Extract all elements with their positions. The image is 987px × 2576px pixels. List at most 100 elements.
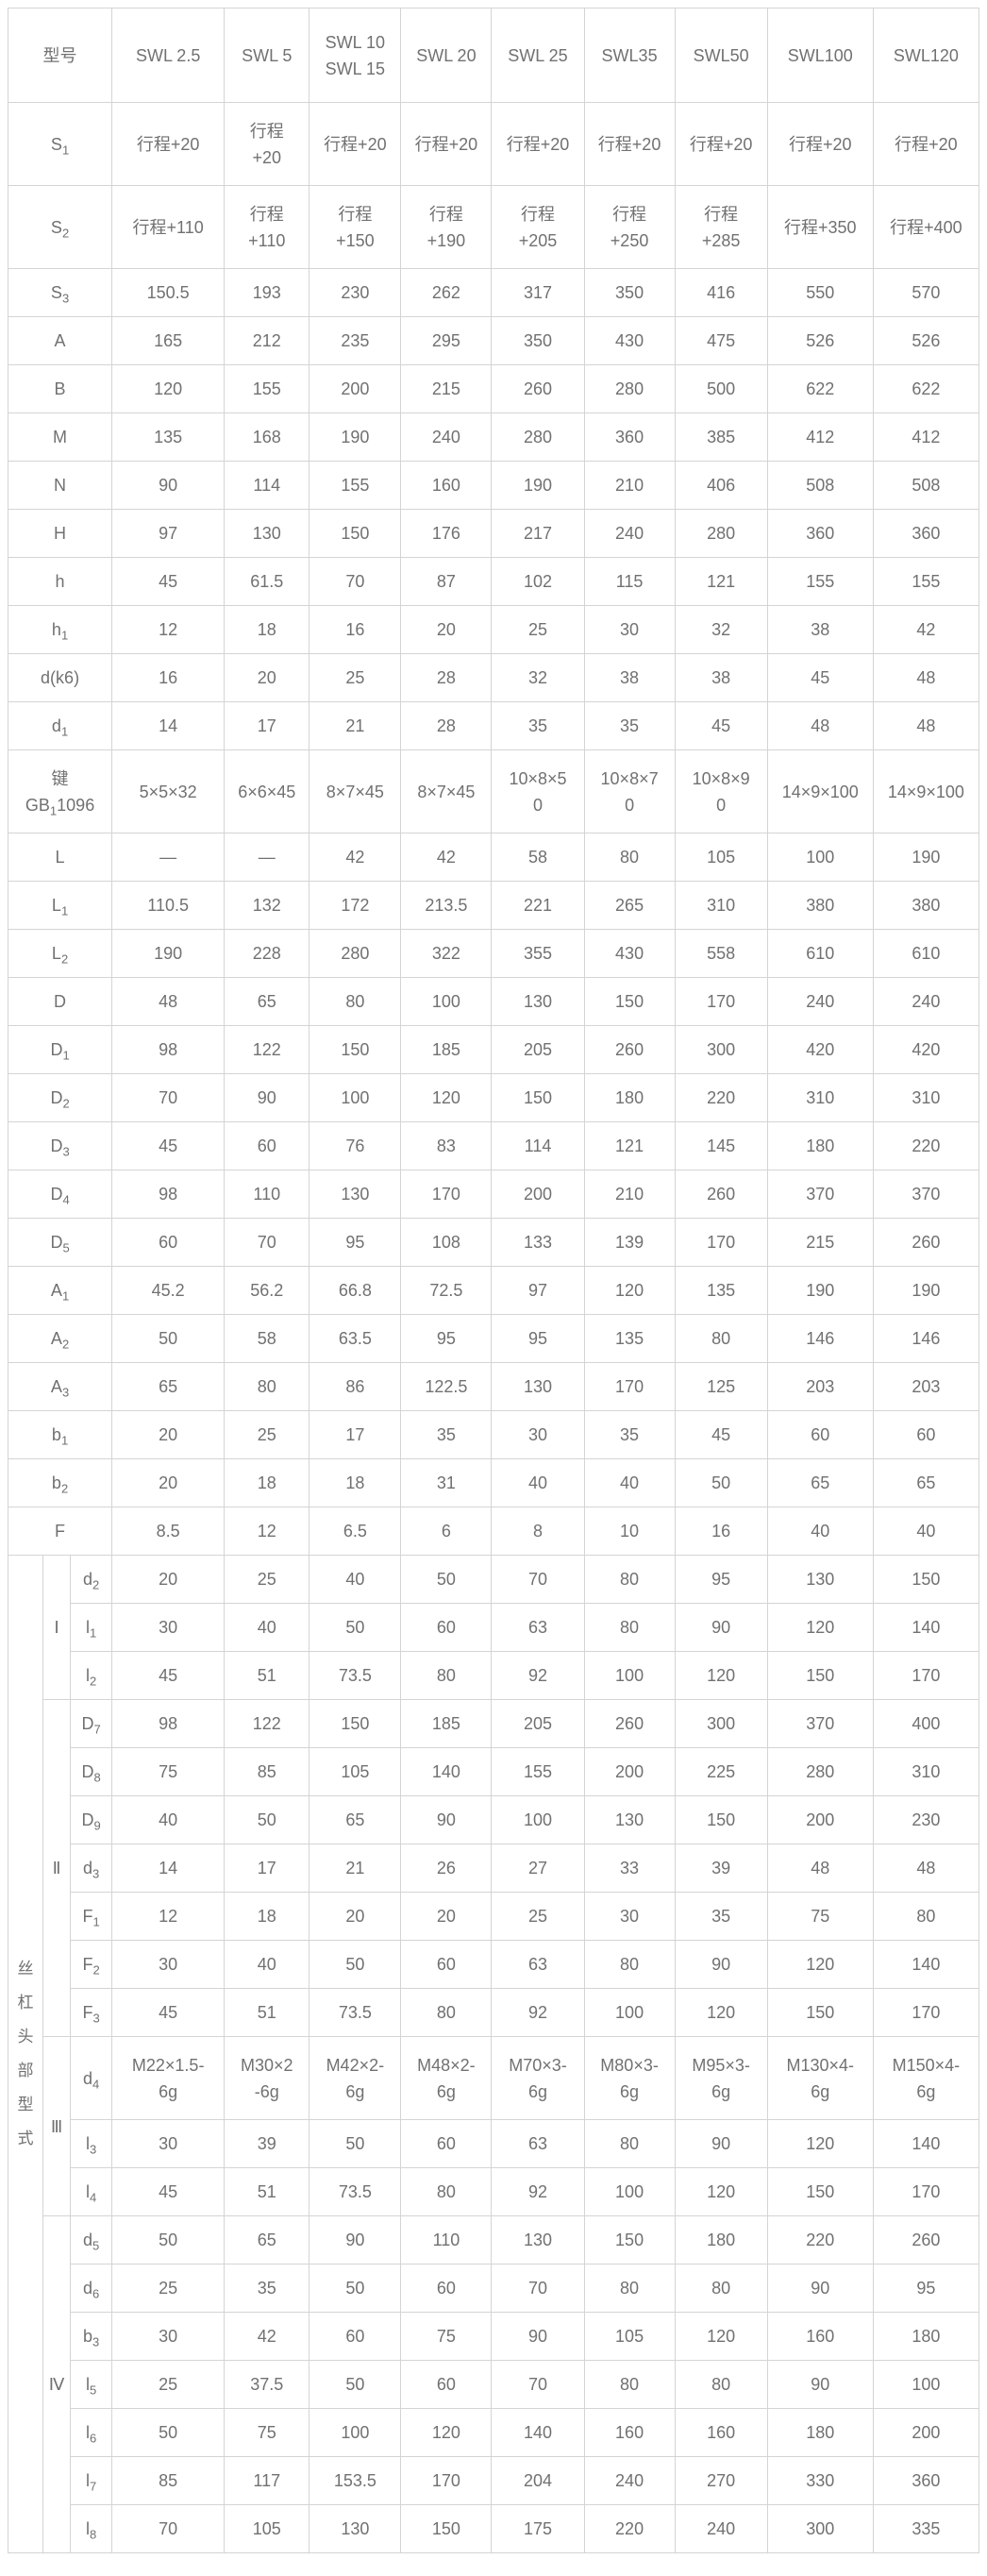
subscript: 1 xyxy=(60,903,69,918)
value-cell: 168 xyxy=(224,412,310,462)
value-cell: 90 xyxy=(674,1603,768,1652)
value-cell: 150 xyxy=(491,1073,585,1122)
param-label: M xyxy=(7,412,113,462)
value-cell: 35 xyxy=(583,1410,676,1459)
value-cell: 21 xyxy=(309,1844,402,1893)
value-cell: 120 xyxy=(111,364,226,413)
value-cell: 295 xyxy=(400,316,493,365)
value-cell: 行程+20 xyxy=(400,102,493,186)
value-cell: 190 xyxy=(491,461,585,510)
value-cell: 40 xyxy=(766,1507,874,1556)
param-label: h xyxy=(7,557,113,606)
value-cell: 200 xyxy=(872,2408,980,2457)
value-cell: 172 xyxy=(309,881,402,930)
value-cell: 155 xyxy=(224,364,310,413)
value-cell: 120 xyxy=(674,2312,768,2361)
value-cell: 130 xyxy=(491,1362,585,1411)
value-cell: 92 xyxy=(491,1651,585,1700)
param-label: d1 xyxy=(7,701,113,750)
subscript: 3 xyxy=(92,2011,100,2026)
value-cell: 526 xyxy=(766,316,874,365)
value-cell: M130×4-6g xyxy=(766,2036,874,2120)
value-cell: 150 xyxy=(583,977,676,1026)
value-cell: 75 xyxy=(766,1892,874,1941)
value-cell: 240 xyxy=(400,412,493,462)
value-cell: 260 xyxy=(674,1170,768,1219)
value-cell: 215 xyxy=(766,1218,874,1267)
value-cell: 行程+400 xyxy=(872,185,980,269)
subscript: 4 xyxy=(92,2077,100,2092)
value-cell: 105 xyxy=(309,1747,402,1796)
value-cell: 26 xyxy=(400,1844,493,1893)
value-cell: 72.5 xyxy=(400,1266,493,1315)
value-cell: 25 xyxy=(491,1892,585,1941)
value-cell: 35 xyxy=(400,1410,493,1459)
value-cell: 150.5 xyxy=(111,268,226,317)
value-cell: 240 xyxy=(583,2456,676,2505)
model-header: SWL 2.5 xyxy=(111,8,226,103)
value-cell: 95 xyxy=(491,1314,585,1363)
table-row: b1 20 25 17 35 30 35 45 60 60 xyxy=(7,1410,980,1459)
value-cell: 行程+110 xyxy=(111,185,226,269)
value-cell: 203 xyxy=(872,1362,980,1411)
value-cell: 95 xyxy=(674,1555,768,1604)
value-cell: 240 xyxy=(872,977,980,1026)
value-cell: 20 xyxy=(400,1892,493,1941)
value-cell: 32 xyxy=(674,605,768,654)
value-cell: 38 xyxy=(583,653,676,702)
value-cell: 213.5 xyxy=(400,881,493,930)
subscript: 2 xyxy=(92,1962,100,1978)
value-cell: 204 xyxy=(491,2456,585,2505)
value-cell: 90 xyxy=(674,2119,768,2168)
value-cell: 260 xyxy=(491,364,585,413)
value-cell: 60 xyxy=(766,1410,874,1459)
param-label: L xyxy=(7,833,113,882)
param-label: D5 xyxy=(7,1218,113,1267)
value-cell: 92 xyxy=(491,1988,585,2037)
value-cell: 80 xyxy=(674,2264,768,2313)
subscript: 3 xyxy=(89,2142,97,2157)
spec-table: 型号 SWL 2.5 SWL 5 SWL 10 SWL 15 SWL 20 SWL 25 S… xyxy=(7,8,980,2553)
table-row: b3 30 42 60 75 90 105 120 160 180 xyxy=(8,2312,980,2361)
value-cell: 70 xyxy=(309,557,402,606)
value-cell: 37.5 xyxy=(224,2360,310,2409)
value-cell: 200 xyxy=(491,1170,585,1219)
value-cell: 90 xyxy=(491,2312,585,2361)
subscript: 7 xyxy=(93,1722,101,1737)
value-cell: 133 xyxy=(491,1218,585,1267)
value-cell: 280 xyxy=(491,412,585,462)
value-cell: 150 xyxy=(766,1988,874,2037)
value-cell: 322 xyxy=(400,929,493,978)
param-label: D xyxy=(7,977,113,1026)
value-cell: 105 xyxy=(583,2312,676,2361)
value-cell: 135 xyxy=(674,1266,768,1315)
subscript: 1 xyxy=(89,1625,97,1641)
value-cell: 105 xyxy=(224,2504,310,2553)
subscript: 3 xyxy=(61,291,70,306)
value-cell: 170 xyxy=(400,1170,493,1219)
value-cell: 120 xyxy=(674,1651,768,1700)
value-cell: 6.5 xyxy=(309,1507,402,1556)
value-cell: 180 xyxy=(766,2408,874,2457)
value-cell: — xyxy=(224,833,310,882)
value-cell: 170 xyxy=(872,2167,980,2216)
value-cell: 190 xyxy=(872,1266,980,1315)
section-title-vertical-text: 丝杠头部型式 xyxy=(17,1960,34,2147)
group-numeral: Ⅳ xyxy=(42,2215,72,2553)
value-cell: 10×8×90 xyxy=(674,749,768,833)
value-cell: 205 xyxy=(491,1699,585,1748)
value-cell: 48 xyxy=(872,1844,980,1893)
value-cell: 38 xyxy=(766,605,874,654)
value-cell: 35 xyxy=(491,701,585,750)
subscript: 3 xyxy=(61,1385,70,1400)
value-cell: 20 xyxy=(400,605,493,654)
value-cell: 230 xyxy=(309,268,402,317)
value-cell: 217 xyxy=(491,509,585,558)
param-label: D2 xyxy=(7,1073,113,1122)
value-cell: 行程+190 xyxy=(400,185,493,269)
param-label: d2 xyxy=(70,1555,113,1604)
value-cell: 行程+205 xyxy=(491,185,585,269)
value-cell: 30 xyxy=(583,605,676,654)
value-cell: 60 xyxy=(400,2360,493,2409)
